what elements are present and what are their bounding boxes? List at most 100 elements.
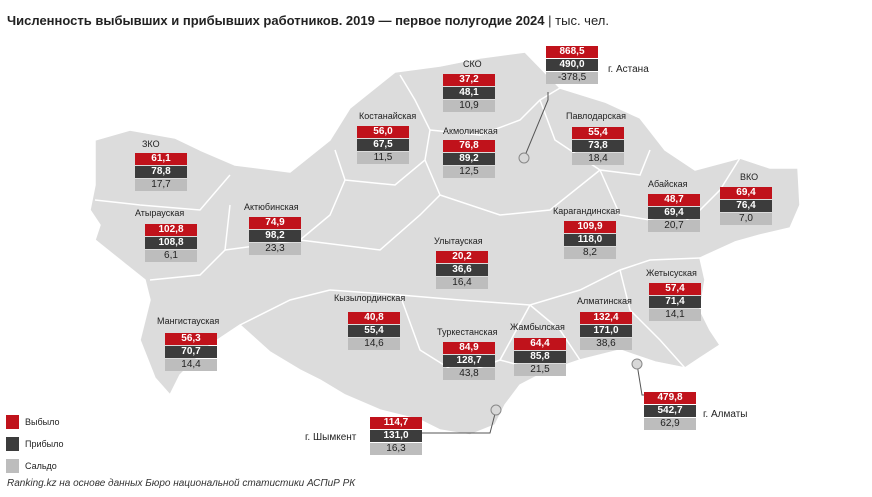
region-box-atyrau: 102,8 108,8 6,1 (145, 224, 197, 263)
region-box-turkestan: 84,9 128,7 43,8 (443, 342, 495, 381)
astana-marker (518, 152, 530, 164)
region-name-zhetysu: Жетысуская (646, 268, 697, 278)
city-box-shymkent: 114,7 131,0 16,3 (370, 417, 422, 456)
karaganda-balance-value: 8,2 (564, 247, 616, 259)
turkestan-arrived-value: 128,7 (443, 355, 495, 367)
region-name-atyrau: Атырауская (135, 208, 185, 218)
atyrau-arrived-value: 108,8 (145, 237, 197, 249)
region-box-aktobe: 74,9 98,2 23,3 (249, 217, 301, 256)
border-ulytau (299, 194, 441, 251)
legend-label-balance: Сальдо (25, 461, 57, 471)
shymkent-arrived-value: 131,0 (370, 430, 422, 442)
zko-arrived-value: 78,8 (135, 166, 187, 178)
mangystau-balance-value: 14,4 (165, 359, 217, 371)
zhetysu-left-value: 57,4 (649, 283, 701, 295)
region-box-vko: 69,4 76,4 7,0 (720, 187, 772, 226)
region-box-pavlodar: 55,4 73,8 18,4 (572, 127, 624, 166)
pavlodar-left-value: 55,4 (572, 127, 624, 139)
astana-arrived-value: 490,0 (546, 59, 598, 71)
region-name-mangystau: Мангистауская (157, 316, 220, 326)
region-name-vko: ВКО (740, 172, 759, 182)
border-south (329, 257, 701, 306)
kostanay-arrived-value: 67,5 (357, 139, 409, 151)
region-box-kostanay: 56,0 67,5 11,5 (357, 126, 409, 165)
region-box-akmola: 76,8 89,2 12,5 (443, 140, 495, 179)
sko-balance-value: 10,9 (443, 100, 495, 112)
atyrau-left-value: 102,8 (145, 224, 197, 236)
region-box-karaganda: 109,9 118,0 8,2 (564, 221, 616, 260)
astana-left-value: 868,5 (546, 46, 598, 58)
abay-arrived-value: 69,4 (648, 207, 700, 219)
mangystau-left-value: 56,3 (165, 333, 217, 345)
akmola-left-value: 76,8 (443, 140, 495, 152)
zhambyl-arrived-value: 85,8 (514, 351, 566, 363)
ulytau-balance-value: 16,4 (436, 277, 488, 289)
city-name-almaty: г. Алматы (703, 409, 748, 420)
source-note: Ranking.kz на основе данных Бюро национа… (7, 478, 356, 489)
almaty-region-left-value: 132,4 (580, 312, 632, 324)
almaty-arrived-value: 542,7 (644, 405, 696, 417)
zhetysu-arrived-value: 71,4 (649, 296, 701, 308)
kyzylorda-balance-value: 14,6 (348, 338, 400, 350)
aktobe-balance-value: 23,3 (249, 243, 301, 255)
aktobe-arrived-value: 98,2 (249, 230, 301, 242)
region-name-abay: Абайская (648, 179, 688, 189)
chart-title: Численность выбывших и прибывших работни… (7, 13, 609, 28)
border-almaty (619, 269, 686, 369)
city-name-astana: г. Астана (608, 64, 649, 75)
ulytau-arrived-value: 36,6 (436, 264, 488, 276)
shymkent-marker (490, 404, 502, 416)
zhambyl-balance-value: 21,5 (514, 364, 566, 376)
pavlodar-balance-value: 18,4 (572, 153, 624, 165)
legend-swatch-arrived (6, 437, 19, 451)
border-karaganda (424, 159, 601, 216)
zko-balance-value: 17,7 (135, 179, 187, 191)
almaty-balance-value: 62,9 (644, 418, 696, 430)
region-box-kyzylorda: 40,8 55,4 14,6 (348, 312, 400, 351)
region-box-zhambyl: 64,4 85,8 21,5 (514, 338, 566, 377)
border-kostanay (344, 74, 431, 186)
region-name-zko: ЗКО (142, 139, 160, 149)
region-box-ulytau: 20,2 36,6 16,4 (436, 251, 488, 290)
legend-label-arrived: Прибыло (25, 439, 64, 449)
region-name-karaganda: Карагандинская (553, 206, 621, 216)
almaty-region-arrived-value: 171,0 (580, 325, 632, 337)
legend-item-left: Выбыло (6, 413, 63, 431)
title-separator: | (548, 13, 552, 28)
region-box-mangystau: 56,3 70,7 14,4 (165, 333, 217, 372)
border-kyzylorda (239, 289, 331, 326)
vko-balance-value: 7,0 (720, 213, 772, 225)
region-name-kyzylorda: Кызылординская (334, 293, 406, 303)
legend-swatch-balance (6, 459, 19, 473)
zhambyl-left-value: 64,4 (514, 338, 566, 350)
akmola-arrived-value: 89,2 (443, 153, 495, 165)
region-name-zhambyl: Жамбылская (510, 322, 565, 332)
border-atyrau (149, 204, 231, 281)
region-name-pavlodar: Павлодарская (566, 111, 626, 121)
shymkent-left-value: 114,7 (370, 417, 422, 429)
sko-arrived-value: 48,1 (443, 87, 495, 99)
kostanay-balance-value: 11,5 (357, 152, 409, 164)
leader-shymkent (422, 409, 497, 434)
region-box-abay: 48,7 69,4 20,7 (648, 194, 700, 233)
karaganda-left-value: 109,9 (564, 221, 616, 233)
vko-arrived-value: 76,4 (720, 200, 772, 212)
legend: Выбыло Прибыло Сальдо (6, 413, 63, 479)
vko-left-value: 69,4 (720, 187, 772, 199)
ulytau-left-value: 20,2 (436, 251, 488, 263)
almaty-left-value: 479,8 (644, 392, 696, 404)
aktobe-left-value: 74,9 (249, 217, 301, 229)
legend-item-arrived: Прибыло (6, 435, 63, 453)
region-name-kostanay: Костанайская (359, 111, 417, 121)
region-name-akmola: Акмолинская (443, 126, 498, 136)
title-text: Численность выбывших и прибывших работни… (7, 13, 545, 28)
atyrau-balance-value: 6,1 (145, 250, 197, 262)
akmola-balance-value: 12,5 (443, 166, 495, 178)
shymkent-balance-value: 16,3 (370, 443, 422, 455)
kostanay-left-value: 56,0 (357, 126, 409, 138)
region-name-turkestan: Туркестанская (437, 327, 498, 337)
almaty-marker (631, 358, 643, 370)
city-box-astana: 868,5 490,0 -378,5 (546, 46, 598, 85)
unit-label: тыс. чел. (555, 13, 609, 28)
